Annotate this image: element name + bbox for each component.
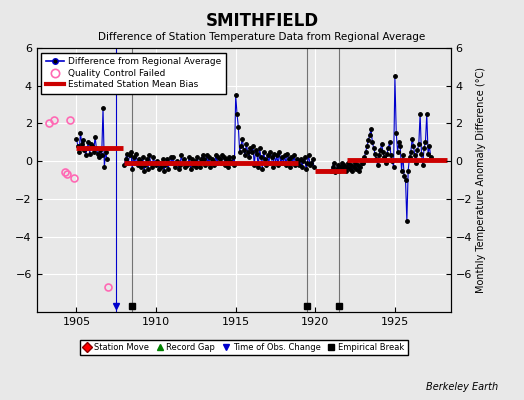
Y-axis label: Monthly Temperature Anomaly Difference (°C): Monthly Temperature Anomaly Difference (… bbox=[476, 67, 486, 293]
Text: Berkeley Earth: Berkeley Earth bbox=[425, 382, 498, 392]
Legend: Station Move, Record Gap, Time of Obs. Change, Empirical Break: Station Move, Record Gap, Time of Obs. C… bbox=[80, 340, 408, 355]
Text: SMITHFIELD: SMITHFIELD bbox=[205, 12, 319, 30]
Text: Difference of Station Temperature Data from Regional Average: Difference of Station Temperature Data f… bbox=[99, 32, 425, 42]
